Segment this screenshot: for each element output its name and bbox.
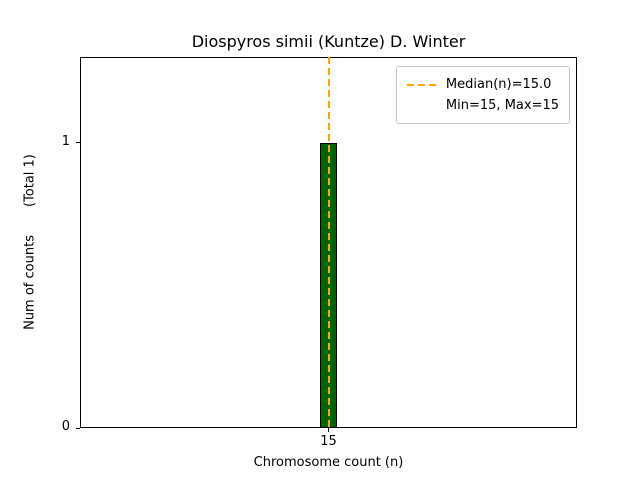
y-tick-label: 0 (61, 419, 70, 434)
x-tick-mark (328, 428, 329, 432)
legend: Median(n)=15.0 Min=15, Max=15 (395, 66, 570, 124)
y-tick-mark (76, 427, 80, 429)
x-tick-label: 15 (320, 434, 337, 449)
legend-entry-median-label: Median(n)=15.0 (445, 77, 552, 92)
median-line (327, 57, 330, 428)
chart-title: Diospyros simii (Kuntze) D. Winter (191, 32, 466, 51)
dashed-line-icon (406, 83, 437, 86)
x-axis-label: Chromosome count (n) (253, 455, 404, 470)
y-axis-label: Num of counts (Total 1) (21, 57, 39, 428)
y-tick-mark (76, 142, 80, 144)
legend-entry-median: Median(n)=15.0 (406, 74, 559, 95)
y-axis-total-text: (Total 1) (22, 154, 37, 208)
legend-entry-minmax-label: Min=15, Max=15 (445, 98, 559, 113)
y-tick-label: 1 (61, 133, 70, 149)
legend-spacer (407, 105, 437, 107)
y-axis-label-text: Num of counts (22, 235, 37, 330)
legend-entry-minmax: Min=15, Max=15 (407, 95, 559, 116)
